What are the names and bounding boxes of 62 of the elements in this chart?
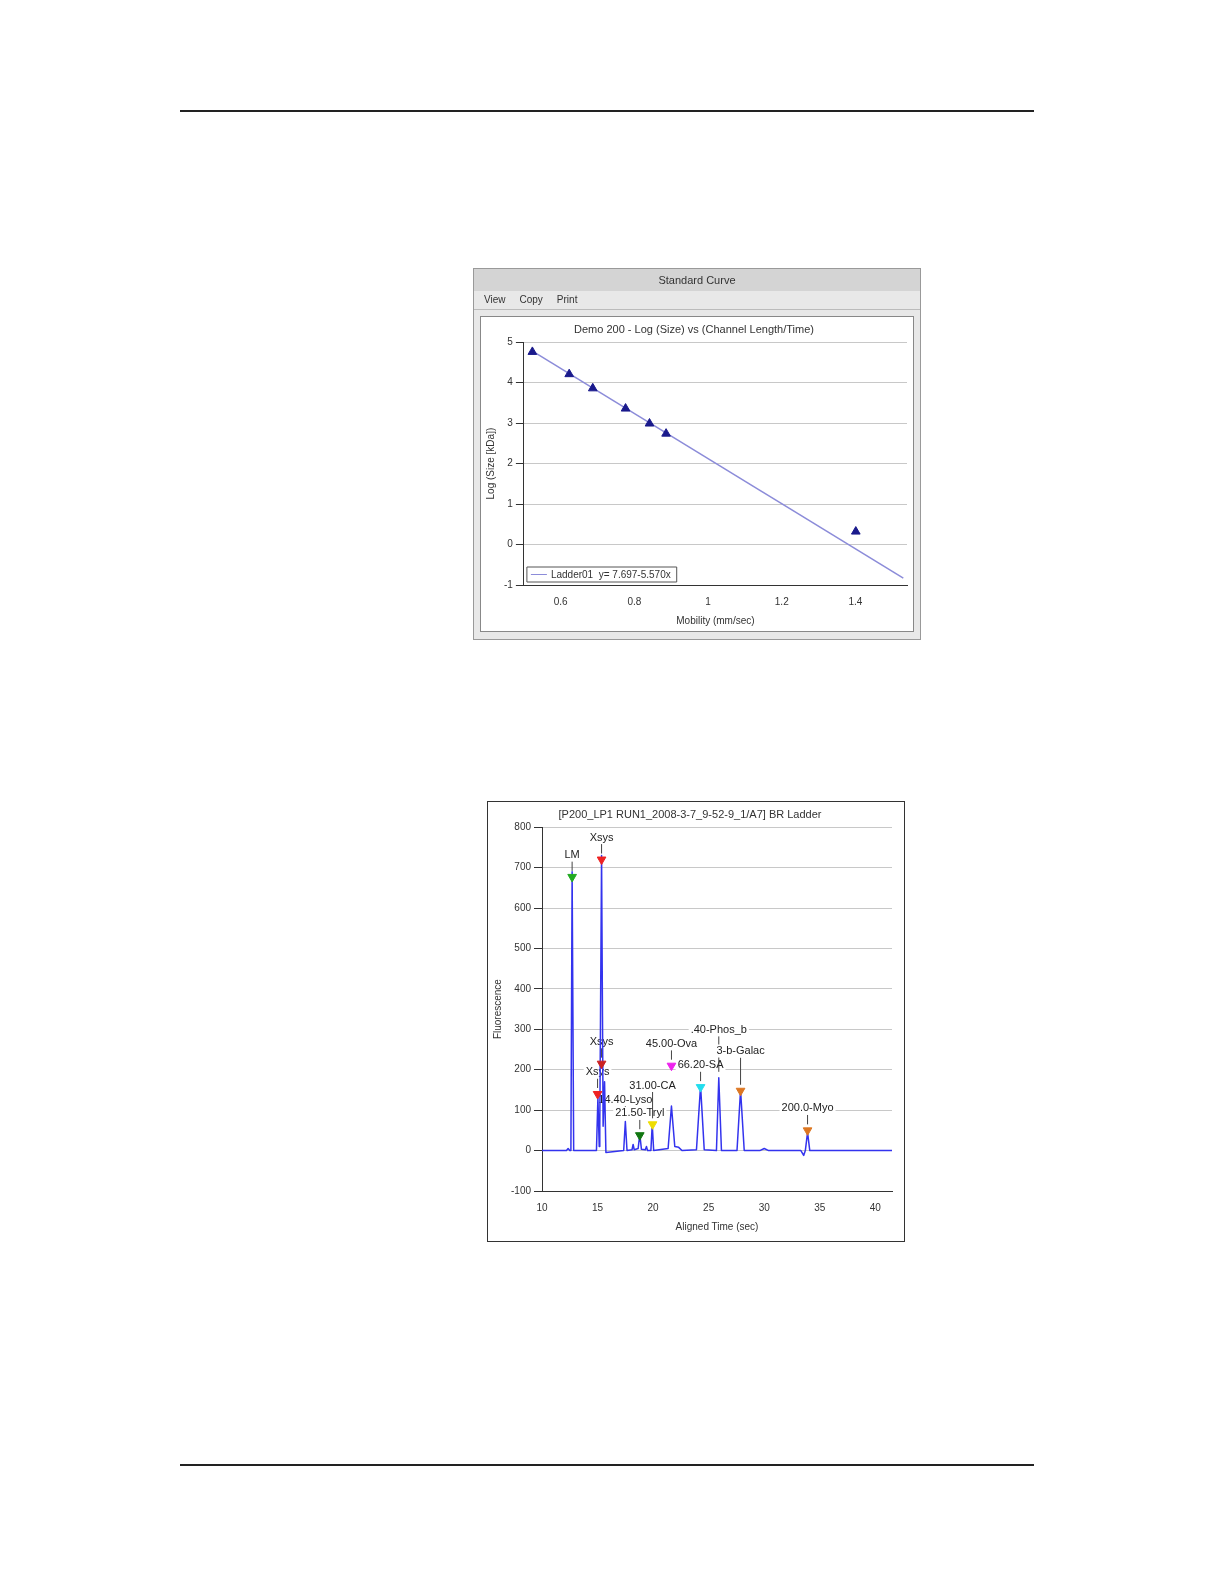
y-tick-label: 2 xyxy=(507,457,514,469)
text: View xyxy=(484,294,506,305)
point xyxy=(647,1121,658,1130)
text: Copy xyxy=(519,294,543,305)
y-tick-label: -100 xyxy=(511,1184,532,1196)
point xyxy=(564,368,575,378)
point xyxy=(596,856,607,866)
y-tick-label: 500 xyxy=(514,942,532,954)
annotation: 200.0-Myo xyxy=(781,1101,834,1114)
annotation: Xsys xyxy=(589,830,614,843)
x-tick-label: 10 xyxy=(536,1201,549,1213)
chart-title: [P200_LP1 RUN1_2008-3-7_9-52-9_1/A7] BR Ladder xyxy=(558,807,822,820)
x-tick-label: 0.6 xyxy=(553,595,569,607)
annotation: 31.00-CA xyxy=(629,1078,677,1091)
x-tick-label: 25 xyxy=(703,1201,715,1213)
annotation: 45.00-Ova xyxy=(645,1036,699,1049)
x-axis-title: Mobility (mm/sec) xyxy=(676,614,755,626)
x-tick-label: 30 xyxy=(758,1201,771,1213)
point xyxy=(527,346,538,355)
x-tick-label: 40 xyxy=(869,1201,882,1213)
annotation: LM xyxy=(564,847,580,860)
annotation: 3-b-Galac xyxy=(716,1044,766,1057)
point xyxy=(644,418,655,427)
legend-label: Ladder01 y= 7.697-5.570x xyxy=(550,568,671,580)
x-tick-label: 35 xyxy=(814,1201,826,1213)
x-tick-label: 20 xyxy=(647,1201,660,1213)
y-tick-label: 300 xyxy=(514,1023,532,1035)
y-tick-label: 1 xyxy=(507,497,514,509)
y-tick-label: 400 xyxy=(514,982,532,994)
y-axis-title: Log (Size [kDa]) xyxy=(484,427,496,500)
x-tick-label: 0.8 xyxy=(627,595,642,607)
x-tick-label: 15 xyxy=(592,1201,604,1213)
x-tick-label: 1 xyxy=(705,595,712,607)
point xyxy=(661,428,671,437)
point xyxy=(666,1062,677,1072)
x-tick-label: 1.2 xyxy=(774,595,790,607)
y-tick-label: 800 xyxy=(514,820,532,832)
y-tick-label: 5 xyxy=(507,335,514,347)
point xyxy=(620,403,631,412)
y-tick-label: 0 xyxy=(525,1144,532,1156)
point xyxy=(735,1087,746,1097)
y-tick-label: 200 xyxy=(514,1063,532,1075)
y-tick-label: 0 xyxy=(507,538,514,550)
point xyxy=(695,1084,706,1093)
y-tick-label: -1 xyxy=(503,578,514,590)
annotation: .40-Phos_b xyxy=(690,1022,747,1035)
x-tick-label: 1.4 xyxy=(848,595,863,607)
text: Print xyxy=(556,294,578,305)
point xyxy=(634,1132,645,1141)
y-tick-label: 600 xyxy=(514,901,532,913)
point xyxy=(802,1127,813,1136)
chart-title: Demo 200 - Log (Size) vs (Channel Length/Time) xyxy=(574,322,814,335)
y-tick-label: 3 xyxy=(507,416,514,428)
x-axis-title: Aligned Time (sec) xyxy=(675,1220,759,1232)
point xyxy=(587,382,598,392)
point xyxy=(850,526,861,535)
text: Standard Curve xyxy=(474,269,920,291)
y-tick-label: 4 xyxy=(507,376,514,388)
y-axis-title: Fluorescence xyxy=(491,978,503,1040)
point xyxy=(567,873,577,883)
y-tick-label: 700 xyxy=(514,861,532,873)
y-tick-label: 100 xyxy=(514,1103,532,1115)
